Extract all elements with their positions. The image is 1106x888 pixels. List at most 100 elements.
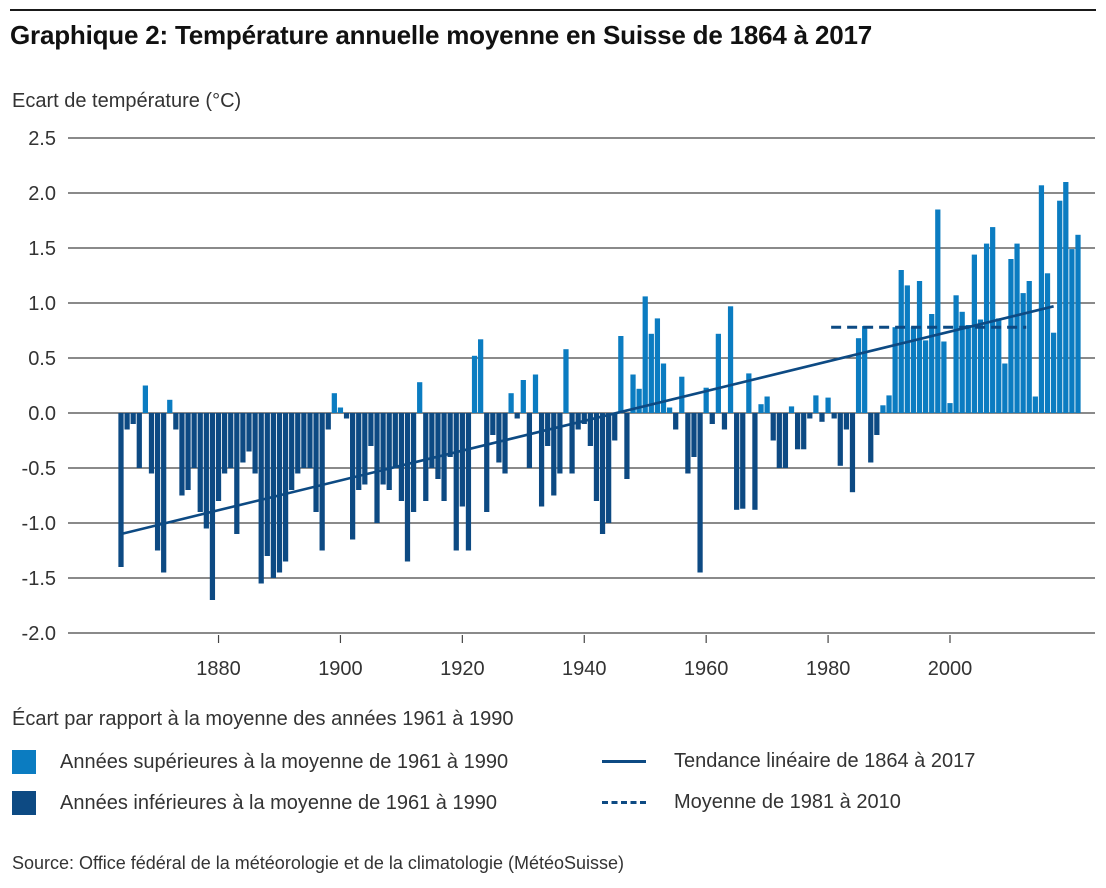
- bar: [654, 318, 661, 413]
- legend-swatch-above: [12, 750, 36, 774]
- bar: [825, 397, 831, 413]
- bar: [1038, 185, 1045, 413]
- bar: [380, 413, 386, 485]
- bar: [496, 413, 502, 463]
- bar: [685, 413, 691, 474]
- bar: [240, 413, 246, 463]
- x-tick-label: 1980: [806, 658, 851, 680]
- bar: [130, 413, 136, 424]
- bar: [898, 270, 904, 413]
- legend-label-mean: Moyenne de 1981 à 2010: [674, 791, 901, 813]
- bar: [417, 382, 423, 413]
- bar: [715, 333, 721, 413]
- bar: [222, 413, 228, 474]
- bar: [490, 413, 496, 435]
- bar: [563, 349, 569, 413]
- legend-item-trend: Tendance linéaire de 1864 à 2017: [602, 750, 975, 773]
- bar: [630, 374, 636, 413]
- bar: [813, 395, 819, 413]
- bar: [1063, 182, 1069, 413]
- bar: [538, 413, 545, 507]
- bar: [423, 413, 429, 501]
- x-tick-label: 1960: [684, 658, 729, 680]
- bar: [264, 413, 270, 556]
- bar: [185, 413, 191, 490]
- legend-label-above: Années supérieures à la moyenne de 1961 …: [60, 750, 509, 773]
- bar: [307, 413, 313, 468]
- bar: [508, 393, 514, 413]
- bar: [587, 413, 593, 446]
- bar: [935, 209, 941, 413]
- bar: [289, 413, 295, 490]
- bar: [1075, 234, 1081, 413]
- x-tick-label: 1920: [440, 658, 485, 680]
- bar: [197, 413, 203, 512]
- bar: [404, 413, 411, 562]
- bar: [819, 413, 825, 422]
- bar: [612, 413, 618, 441]
- bar: [660, 363, 667, 413]
- bar: [142, 385, 149, 413]
- bar: [124, 413, 130, 430]
- bar: [331, 393, 337, 413]
- legend-swatch-trend: [602, 760, 646, 763]
- bar: [886, 395, 892, 413]
- bar: [697, 413, 703, 573]
- bar: [947, 403, 953, 413]
- bar: [246, 413, 252, 452]
- top-rule: [10, 9, 1096, 11]
- bar: [453, 413, 459, 551]
- bar: [679, 376, 685, 413]
- legend-label-below: Années inférieures à la moyenne de 1961 …: [60, 791, 497, 814]
- bar: [1050, 332, 1057, 413]
- bar: [441, 413, 447, 501]
- bar: [666, 407, 673, 413]
- bar: [941, 341, 947, 413]
- bar: [837, 413, 843, 466]
- bar: [356, 413, 362, 490]
- bar: [136, 413, 142, 468]
- bar: [599, 413, 606, 534]
- bar: [374, 413, 380, 523]
- bar: [551, 413, 557, 496]
- bar: [746, 373, 752, 413]
- bar: [929, 314, 935, 413]
- bar: [1069, 249, 1075, 413]
- bar: [801, 413, 807, 450]
- bar: [392, 413, 398, 468]
- legend-item-below: Années inférieures à la moyenne de 1961 …: [12, 791, 497, 815]
- bar: [161, 413, 167, 573]
- chart-title: Graphique 2: Température annuelle moyenn…: [10, 20, 873, 50]
- bar: [606, 413, 612, 523]
- y-tick-label: 0.5: [28, 348, 56, 370]
- x-tick-label: 1940: [562, 658, 607, 680]
- bar: [922, 340, 929, 413]
- bar: [770, 413, 776, 441]
- bar: [343, 413, 350, 419]
- bar: [465, 413, 472, 551]
- bar: [874, 413, 880, 435]
- bar: [648, 333, 654, 413]
- bar: [752, 413, 758, 510]
- bar: [642, 296, 648, 413]
- bar: [471, 355, 478, 413]
- bar: [252, 413, 258, 474]
- bar: [636, 388, 642, 413]
- bar: [301, 413, 307, 468]
- bar: [313, 413, 319, 512]
- bar: [977, 319, 984, 413]
- bar: [782, 413, 789, 468]
- bar: [258, 413, 264, 584]
- bar: [758, 404, 764, 413]
- bar: [624, 413, 630, 479]
- y-tick-label: -2.0: [22, 623, 56, 645]
- bar: [892, 327, 898, 413]
- bar: [831, 413, 837, 419]
- bar: [788, 406, 795, 413]
- bar: [118, 413, 124, 567]
- bar: [740, 413, 746, 509]
- bar: [209, 413, 216, 600]
- bar: [673, 413, 679, 430]
- bar: [965, 325, 971, 413]
- bar: [776, 413, 782, 468]
